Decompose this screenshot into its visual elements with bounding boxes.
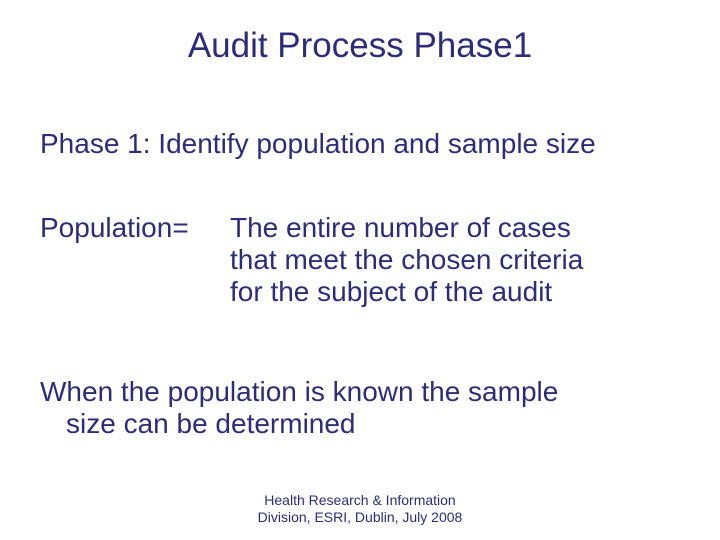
definition-line-1: The entire number of cases xyxy=(230,212,571,243)
sentence-line-1: When the population is known the sample xyxy=(40,376,558,407)
slide-title: Audit Process Phase1 xyxy=(0,26,720,66)
definition-row: Population= The entire number of cases t… xyxy=(40,212,680,309)
definition-body: The entire number of cases that meet the… xyxy=(230,212,680,309)
definition-term: Population= xyxy=(40,212,230,309)
definition-line-2: that meet the chosen criteria xyxy=(230,244,583,275)
slide: Audit Process Phase1 Phase 1: Identify p… xyxy=(0,0,720,540)
definition-line-3: for the subject of the audit xyxy=(230,276,552,307)
footer-line-1: Health Research & Information xyxy=(264,492,455,508)
closing-sentence: When the population is known the sample … xyxy=(40,376,680,440)
footer: Health Research & Information Division, … xyxy=(0,492,720,526)
sentence-line-2: size can be determined xyxy=(40,408,680,440)
slide-subtitle: Phase 1: Identify population and sample … xyxy=(40,128,680,160)
footer-line-2: Division, ESRI, Dublin, July 2008 xyxy=(258,509,463,525)
